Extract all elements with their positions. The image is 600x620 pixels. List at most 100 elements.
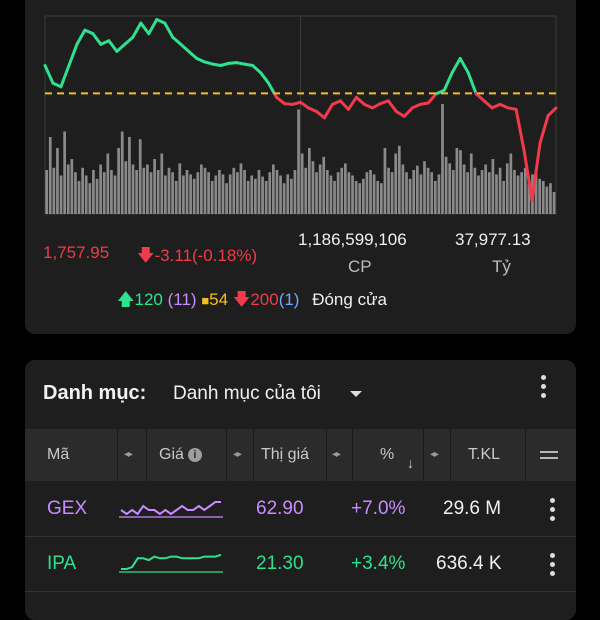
col-code[interactable]: Mã xyxy=(47,429,69,481)
volume-bar xyxy=(470,154,473,215)
caret-down-icon[interactable] xyxy=(350,391,362,397)
volume-bar xyxy=(510,154,513,215)
volume-bar xyxy=(124,161,127,214)
volume-bar xyxy=(139,139,142,214)
volume-bar xyxy=(319,165,322,215)
volume-bar xyxy=(92,170,95,214)
price-line-segment xyxy=(316,111,324,117)
volume-bar xyxy=(484,165,487,215)
volume-bar xyxy=(337,172,340,214)
volume-bar xyxy=(63,132,66,215)
ceiling-count: (11) xyxy=(168,290,197,309)
volume-bar xyxy=(171,172,174,214)
price-line-segment xyxy=(356,97,364,104)
sparkline-path xyxy=(121,502,221,514)
volume-bar xyxy=(240,163,243,214)
volume-bar xyxy=(549,183,552,214)
volume-bar xyxy=(546,187,549,215)
price-line-segment xyxy=(540,116,548,144)
volume-bar xyxy=(373,174,376,214)
row-percent: +7.0% xyxy=(351,482,405,536)
volume-bar xyxy=(114,176,117,215)
volume-bar xyxy=(344,163,347,214)
volume-bar xyxy=(463,165,466,215)
volume-bar xyxy=(196,172,199,214)
volume-bar xyxy=(474,168,477,214)
row-code[interactable]: GEX xyxy=(47,482,87,536)
price-line-segment xyxy=(428,94,436,103)
volume-bar xyxy=(301,154,304,215)
price-line-segment xyxy=(69,44,77,65)
volume-bar xyxy=(261,177,264,214)
volume-bar xyxy=(49,137,52,214)
volume-bar xyxy=(175,181,178,214)
price-line-segment xyxy=(141,23,149,34)
index-change: 🡇-3.11(-0.18%) xyxy=(137,243,257,272)
volume-bar xyxy=(333,181,336,214)
row-more-icon[interactable] xyxy=(550,498,556,525)
volume-bar xyxy=(135,170,138,214)
column-settings-icon[interactable] xyxy=(540,451,558,463)
col-resize-icon[interactable]: ◂▸ xyxy=(124,449,132,460)
volume-bar xyxy=(294,170,297,214)
volume-bar xyxy=(283,183,286,214)
volume-bar xyxy=(398,146,401,214)
volume-bar xyxy=(466,172,469,214)
col-match-price[interactable]: Thị giá xyxy=(261,429,309,481)
price-line-segment xyxy=(452,58,460,72)
price-line-segment xyxy=(484,101,492,108)
volume-bar xyxy=(394,154,397,215)
index-card: 1,757.95 🡇-3.11(-0.18%) 1,186,599,106 CP… xyxy=(25,0,576,334)
down-arrow-icon: 🡇 xyxy=(137,246,154,265)
volume-bar xyxy=(412,170,415,214)
volume-bar xyxy=(254,179,257,214)
price-line-segment xyxy=(61,66,69,87)
session-status: Đóng cửa xyxy=(312,290,387,309)
volume-bar xyxy=(200,165,203,215)
price-line-segment xyxy=(173,37,181,44)
price-line-segment xyxy=(324,104,332,117)
row-match-price: 21.30 xyxy=(256,537,304,591)
col-percent[interactable]: % xyxy=(380,429,394,481)
volume-bar xyxy=(542,181,545,214)
info-icon[interactable]: i xyxy=(188,448,202,462)
row-more-icon[interactable] xyxy=(550,553,556,580)
volume-bar xyxy=(488,172,491,214)
volume-bar xyxy=(232,168,235,214)
row-code[interactable]: IPA xyxy=(47,537,76,591)
col-resize-icon[interactable]: ◂▸ xyxy=(430,449,438,460)
volume-bar xyxy=(513,170,516,214)
volume-bar xyxy=(60,176,63,215)
row-volume: 29.6 M xyxy=(443,482,501,536)
volume-bar xyxy=(391,172,394,214)
volume-bar xyxy=(247,181,250,214)
table-row[interactable]: GEX 62.90 +7.0% 29.6 M xyxy=(25,482,576,537)
volume-bar xyxy=(322,157,325,214)
more-options-icon[interactable] xyxy=(541,375,547,402)
volume-bar xyxy=(376,181,379,214)
volume-bar xyxy=(211,181,214,214)
volume-bar xyxy=(279,176,282,215)
floor-count: (1) xyxy=(279,290,300,309)
volume-bar xyxy=(351,176,354,215)
volume-bar xyxy=(88,183,91,214)
volume-bar xyxy=(427,168,430,214)
price-line-segment xyxy=(181,44,189,51)
watchlist-selector[interactable]: Danh mục của tôi xyxy=(173,383,321,405)
col-resize-icon[interactable]: ◂▸ xyxy=(332,449,340,460)
intraday-chart[interactable] xyxy=(25,0,576,334)
price-line-segment xyxy=(125,37,133,44)
volume-bar xyxy=(434,181,437,214)
col-volume[interactable]: T.KL xyxy=(468,429,500,481)
table-row[interactable]: IPA 21.30 +3.4% 636.4 K xyxy=(25,537,576,592)
volume-bar xyxy=(384,148,387,214)
volume-bar xyxy=(258,170,261,214)
volume-bar xyxy=(81,168,84,214)
col-resize-icon[interactable]: ◂▸ xyxy=(233,449,241,460)
volume-bar xyxy=(67,165,70,215)
price-line-segment xyxy=(117,44,125,51)
up-arrow-icon: 🡅 xyxy=(117,290,134,309)
volume-bar xyxy=(132,165,135,215)
